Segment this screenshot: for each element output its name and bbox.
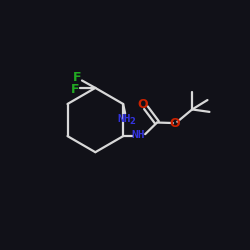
Text: 2: 2: [129, 117, 135, 126]
Text: F: F: [73, 71, 82, 84]
Text: O: O: [137, 98, 147, 111]
Text: F: F: [71, 83, 79, 96]
Text: NH: NH: [132, 130, 145, 140]
Text: O: O: [170, 116, 180, 130]
Text: NH: NH: [117, 114, 131, 124]
